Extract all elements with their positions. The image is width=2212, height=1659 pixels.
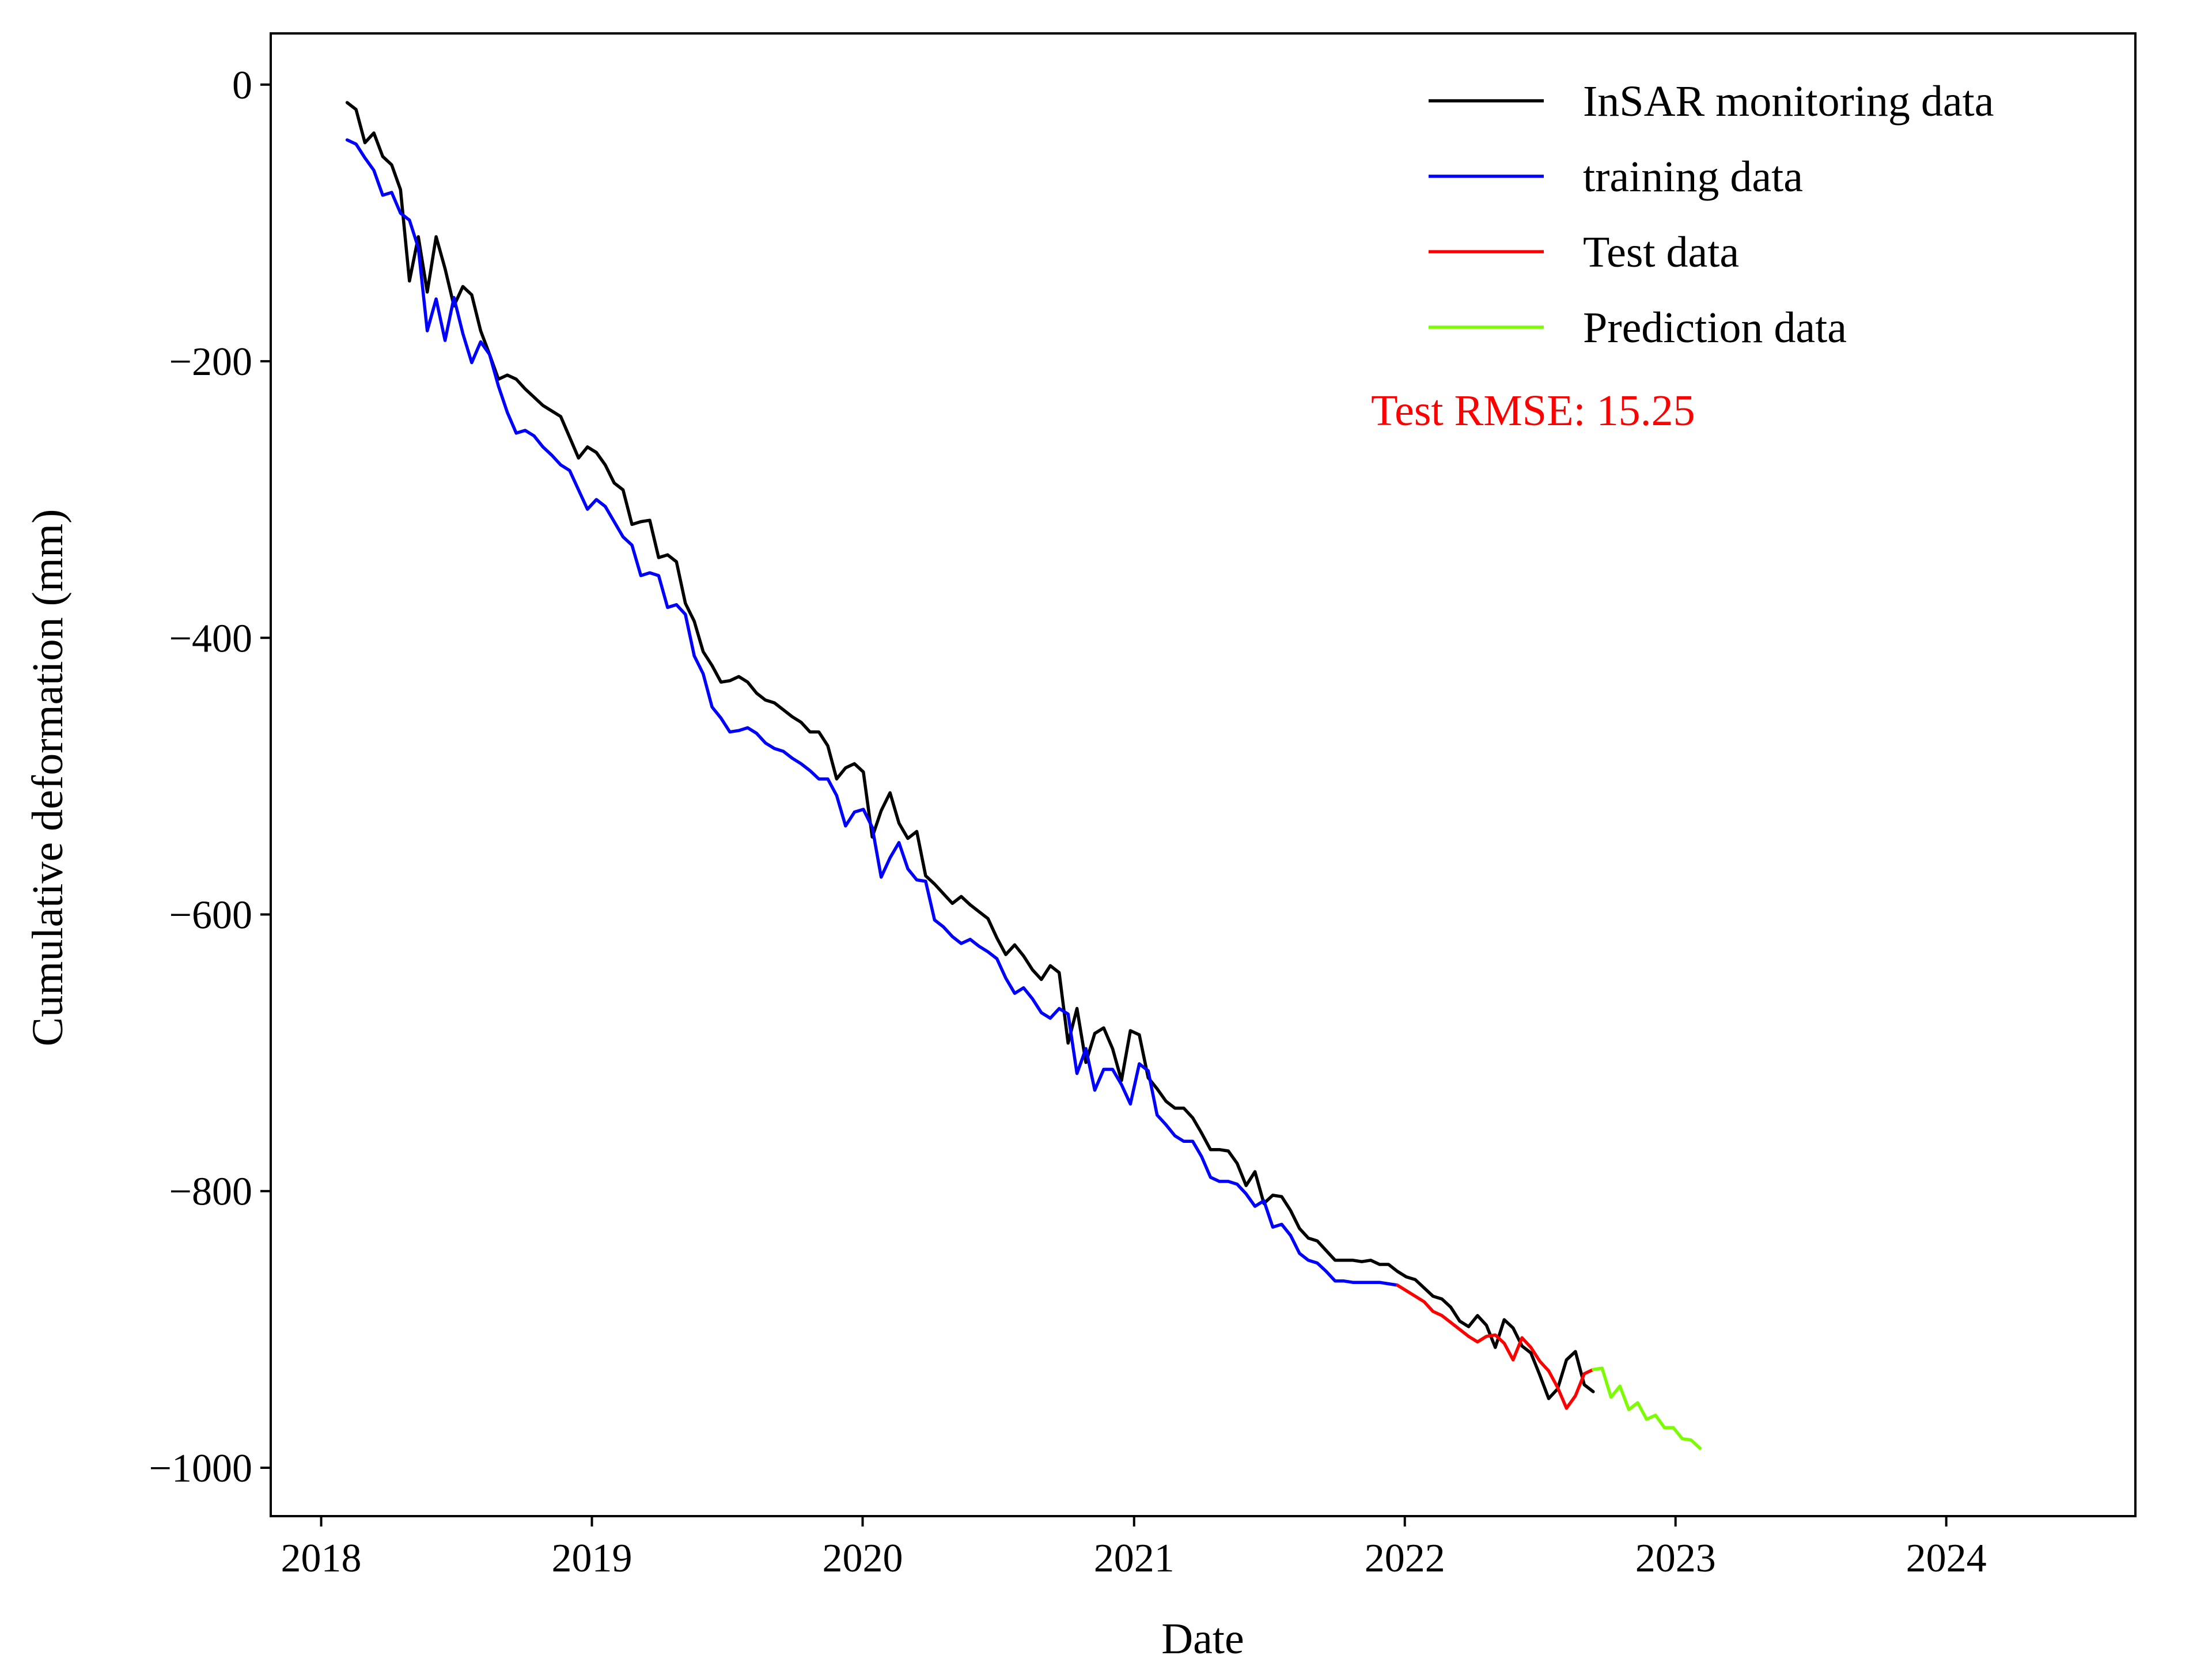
- series-line-insar-monitoring-data: [345, 101, 1595, 1400]
- x-tick-label: 2023: [1635, 1536, 1716, 1581]
- plot-frame: [270, 32, 2137, 1517]
- y-tick-label: −200: [169, 340, 252, 384]
- y-tick-label: 0: [232, 63, 252, 108]
- y-tick-label: −1000: [149, 1446, 252, 1491]
- y-tick-label: −800: [169, 1170, 252, 1214]
- x-tick-label: 2022: [1365, 1536, 1445, 1581]
- legend-label: training data: [1583, 153, 1803, 201]
- x-tick-label: 2021: [1094, 1536, 1175, 1581]
- x-axis-title: Date: [1161, 1615, 1244, 1659]
- series-line-prediction-data: [1592, 1366, 1702, 1450]
- legend-label: Prediction data: [1583, 304, 1847, 352]
- series-layer: [345, 101, 1702, 1450]
- x-tick-label: 2024: [1906, 1536, 1987, 1581]
- y-tick-label: −600: [169, 893, 252, 938]
- rmse-annotation: Test RMSE: 15.25: [1371, 387, 1695, 435]
- legend-label: InSAR monitoring data: [1583, 77, 1994, 126]
- y-axis: 0 −200 −400 −600 −800 −1000: [149, 63, 271, 1491]
- series-line-training-data: [345, 138, 1399, 1287]
- y-axis-title: Cumulative deformation (mm): [24, 509, 72, 1047]
- x-tick-label: 2018: [281, 1536, 362, 1581]
- x-axis: 2018 2019 2020 2021 2022 2023 2024: [281, 1516, 1987, 1581]
- legend: InSAR monitoring data training data Test d…: [1429, 77, 1994, 352]
- x-tick-label: 2019: [552, 1536, 632, 1581]
- legend-label: Test data: [1583, 228, 1739, 276]
- x-tick-label: 2020: [822, 1536, 903, 1581]
- y-tick-label: −400: [169, 616, 252, 661]
- series-line-test-data: [1396, 1283, 1595, 1410]
